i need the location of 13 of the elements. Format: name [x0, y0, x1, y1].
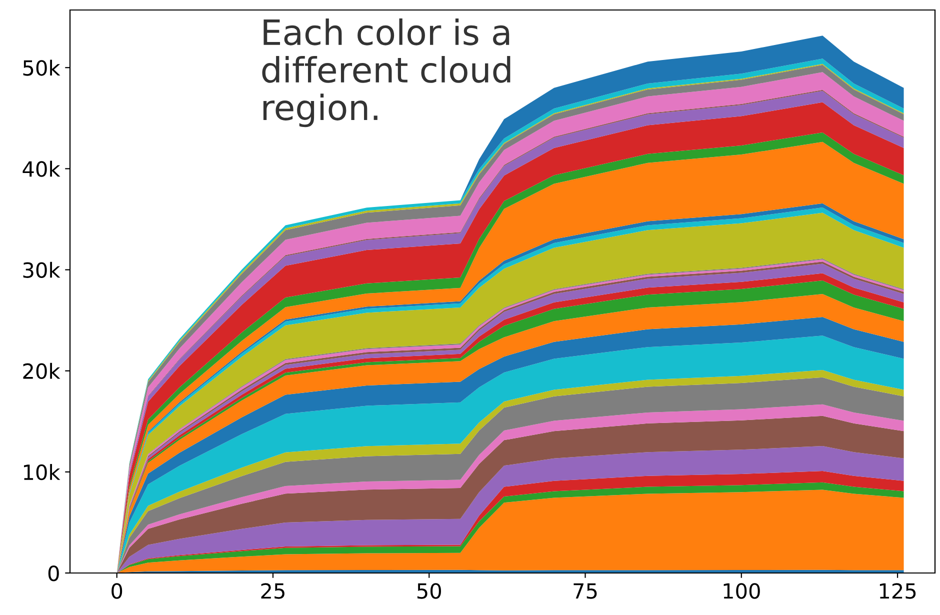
x-tick-label: 25	[261, 583, 284, 599]
x-tick-label: 75	[574, 583, 597, 599]
x-tick-label: 0	[112, 583, 122, 599]
y-tick-label: 0	[48, 565, 59, 582]
y-tick-label: 50k	[23, 60, 60, 76]
x-tick-label: 125	[880, 583, 916, 599]
y-tick-label: 30k	[23, 262, 60, 278]
x-tick-label: 50	[417, 583, 441, 599]
x-tick-label: 100	[724, 583, 760, 599]
y-tick-label: 10k	[24, 464, 60, 480]
y-tick-label: 40k	[22, 160, 60, 177]
annotation: Each color is a different cloud region.	[262, 18, 510, 128]
y-tick-label: 20k	[23, 362, 60, 380]
